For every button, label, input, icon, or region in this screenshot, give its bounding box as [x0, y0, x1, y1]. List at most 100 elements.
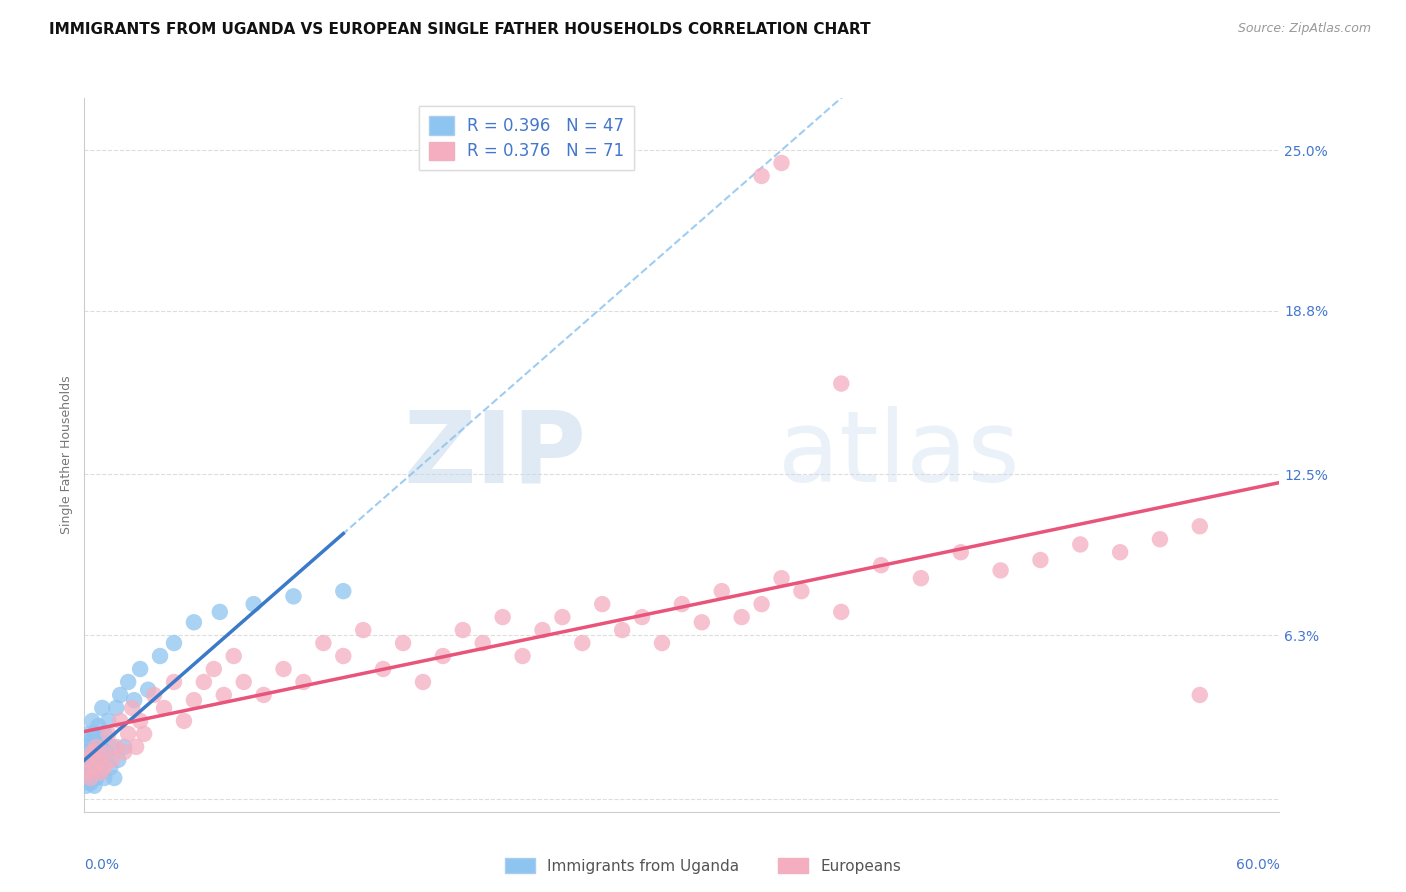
Point — [531, 623, 554, 637]
Point — [671, 597, 693, 611]
Point — [631, 610, 654, 624]
Point — [193, 675, 215, 690]
Point — [77, 753, 100, 767]
Legend: Immigrants from Uganda, Europeans: Immigrants from Uganda, Europeans — [499, 852, 907, 880]
Point — [91, 745, 114, 759]
Point — [990, 563, 1012, 577]
Point — [87, 753, 110, 767]
Point — [571, 636, 593, 650]
Point — [77, 761, 100, 775]
Point — [283, 590, 305, 604]
Point — [183, 615, 205, 630]
Point — [77, 771, 100, 785]
Point — [129, 714, 152, 728]
Point — [373, 662, 395, 676]
Point — [202, 662, 225, 676]
Point — [93, 761, 115, 775]
Point — [136, 682, 159, 697]
Point — [163, 636, 186, 650]
Point — [97, 727, 120, 741]
Point — [222, 648, 245, 663]
Point — [731, 610, 754, 624]
Point — [82, 765, 104, 780]
Point — [82, 714, 104, 728]
Point — [591, 597, 613, 611]
Point — [232, 675, 254, 690]
Y-axis label: Single Father Households: Single Father Households — [60, 376, 73, 534]
Point — [87, 761, 110, 775]
Point — [96, 745, 118, 759]
Point — [149, 648, 172, 663]
Point — [751, 597, 773, 611]
Point — [79, 756, 101, 770]
Point — [910, 571, 932, 585]
Point — [117, 675, 139, 690]
Point — [173, 714, 195, 728]
Point — [132, 727, 156, 741]
Point — [332, 584, 354, 599]
Point — [82, 745, 104, 759]
Point — [412, 675, 434, 690]
Text: IMMIGRANTS FROM UGANDA VS EUROPEAN SINGLE FATHER HOUSEHOLDS CORRELATION CHART: IMMIGRANTS FROM UGANDA VS EUROPEAN SINGL… — [49, 22, 870, 37]
Point — [105, 739, 128, 754]
Point — [273, 662, 295, 676]
Point — [208, 605, 231, 619]
Point — [112, 745, 135, 759]
Point — [770, 571, 793, 585]
Point — [471, 636, 494, 650]
Point — [1069, 537, 1091, 551]
Point — [830, 376, 852, 391]
Point — [125, 739, 148, 754]
Point — [110, 688, 132, 702]
Point — [83, 761, 105, 775]
Point — [77, 727, 100, 741]
Point — [105, 701, 128, 715]
Point — [75, 779, 97, 793]
Point — [751, 169, 773, 183]
Point — [710, 584, 733, 599]
Point — [1188, 688, 1211, 702]
Point — [612, 623, 634, 637]
Text: ZIP: ZIP — [404, 407, 586, 503]
Point — [212, 688, 235, 702]
Point — [98, 761, 121, 775]
Point — [690, 615, 713, 630]
Point — [91, 701, 114, 715]
Point — [492, 610, 515, 624]
Point — [242, 597, 264, 611]
Legend: R = 0.396   N = 47, R = 0.376   N = 71: R = 0.396 N = 47, R = 0.376 N = 71 — [419, 106, 634, 170]
Point — [89, 765, 111, 780]
Point — [183, 693, 205, 707]
Point — [1029, 553, 1052, 567]
Point — [86, 739, 108, 754]
Text: 0.0%: 0.0% — [84, 858, 120, 872]
Point — [512, 648, 534, 663]
Point — [830, 605, 852, 619]
Point — [163, 675, 186, 690]
Point — [121, 701, 143, 715]
Point — [1109, 545, 1132, 559]
Point — [75, 765, 97, 780]
Point — [432, 648, 454, 663]
Point — [551, 610, 574, 624]
Point — [870, 558, 893, 573]
Point — [103, 771, 125, 785]
Point — [451, 623, 474, 637]
Point — [93, 771, 115, 785]
Point — [79, 734, 101, 748]
Text: 60.0%: 60.0% — [1236, 858, 1279, 872]
Point — [651, 636, 673, 650]
Point — [153, 701, 176, 715]
Point — [101, 753, 124, 767]
Point — [79, 776, 101, 790]
Point — [949, 545, 972, 559]
Point — [87, 719, 110, 733]
Point — [75, 765, 97, 780]
Point — [312, 636, 335, 650]
Point — [79, 771, 101, 785]
Point — [107, 753, 129, 767]
Point — [129, 662, 152, 676]
Point — [83, 727, 105, 741]
Point — [117, 727, 139, 741]
Point — [292, 675, 315, 690]
